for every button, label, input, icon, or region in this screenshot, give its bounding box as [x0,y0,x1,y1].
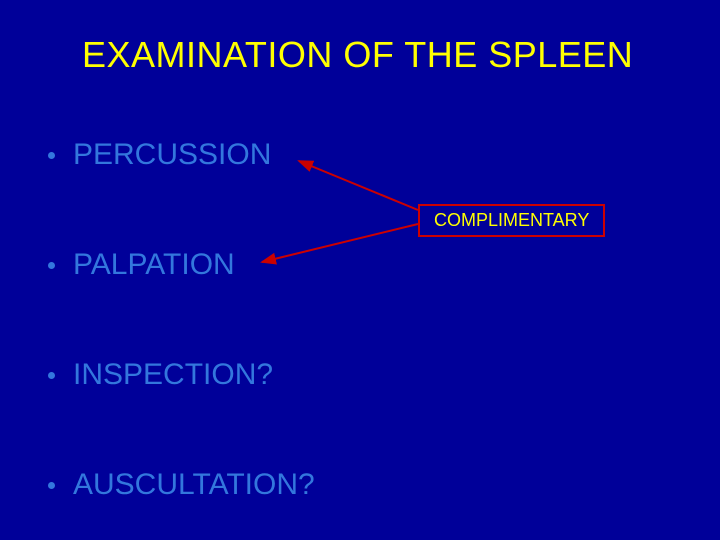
bullet-label: AUSCULTATION? [73,468,315,502]
bullet-label: PALPATION [73,248,235,282]
bullet-dot-icon [48,482,55,489]
bullet-percussion: PERCUSSION [44,138,271,172]
bullet-label: PERCUSSION [73,138,271,172]
bullet-auscultation: AUSCULTATION? [44,468,315,502]
bullet-dot-icon [48,152,55,159]
bullet-dot-icon [48,372,55,379]
bullet-dot-icon [48,262,55,269]
callout-label: COMPLIMENTARY [434,210,589,230]
slide-title: EXAMINATION OF THE SPLEEN [82,34,633,76]
arrow-to-palpation-icon [262,224,418,262]
bullet-inspection: INSPECTION? [44,358,273,392]
callout-complimentary: COMPLIMENTARY [418,204,605,237]
bullet-label: INSPECTION? [73,358,273,392]
arrow-to-percussion-icon [299,161,418,210]
bullet-palpation: PALPATION [44,248,235,282]
